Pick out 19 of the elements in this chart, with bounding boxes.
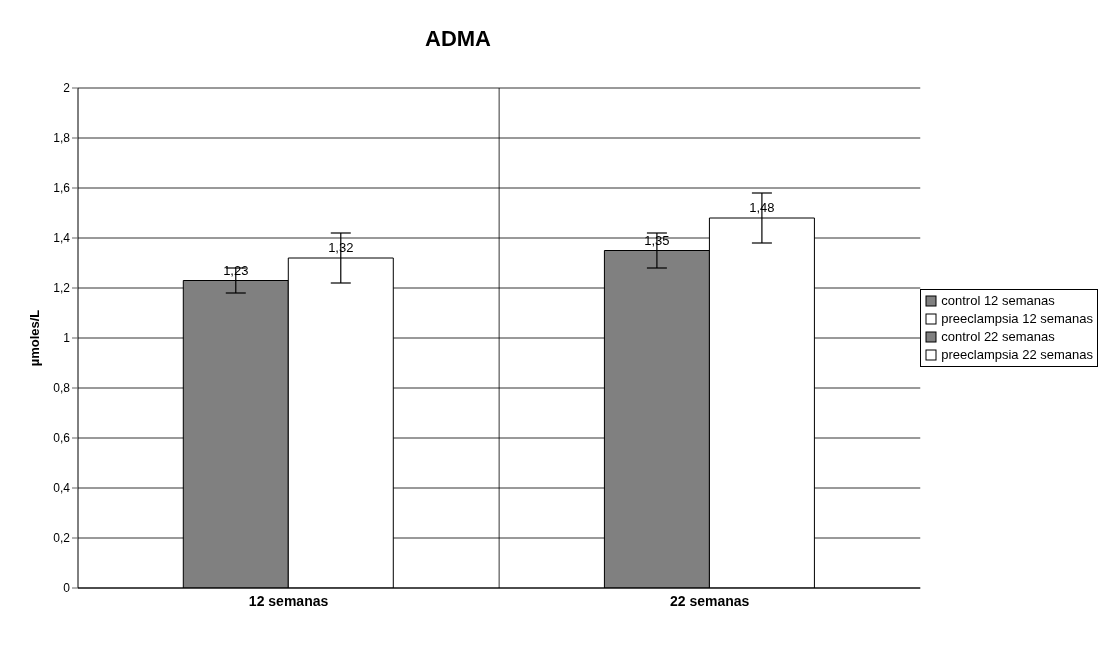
x-tick-label: 22 semanas	[669, 592, 750, 609]
legend-label: control 12 semanas	[941, 292, 1055, 310]
y-tick-label: 0,8	[53, 381, 71, 396]
y-tick-label: 1,6	[53, 181, 71, 196]
legend-label: control 22 semanas	[941, 328, 1055, 346]
legend-label: preeclampsia 12 semanas	[941, 310, 1093, 328]
y-tick-label: 2	[63, 81, 71, 96]
y-tick-label: 1	[63, 331, 71, 346]
y-tick-label: 1,8	[53, 131, 71, 146]
y-axis-title: µmoles/L	[26, 309, 42, 367]
y-tick-label: 0,2	[53, 531, 71, 546]
y-tick-label: 1,4	[53, 231, 71, 246]
legend-label: preeclampsia 22 semanas	[941, 346, 1093, 364]
x-tick-label: 12 semanas	[248, 592, 329, 609]
y-tick-label: 0	[63, 581, 71, 596]
chart-title: ADMA	[424, 26, 492, 52]
y-tick-label: 1,2	[53, 281, 71, 296]
y-tick-label: 0,4	[53, 481, 71, 496]
y-tick-label: 0,6	[53, 431, 71, 446]
